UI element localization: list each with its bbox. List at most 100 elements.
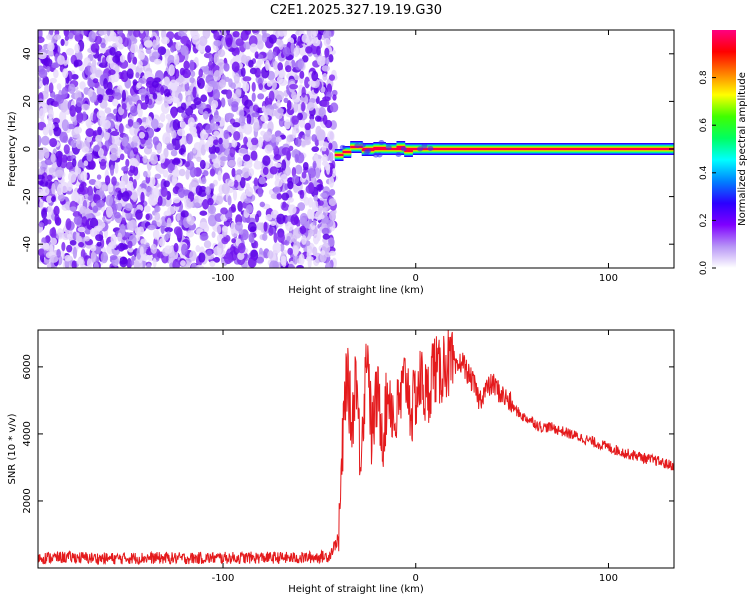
heatmap-y-label: Frequency (Hz) — [7, 111, 18, 187]
heatmap-cell — [94, 35, 102, 45]
heatmap-cell — [291, 174, 300, 185]
heatmap-cell — [238, 109, 245, 118]
heatmap-cell — [175, 41, 182, 51]
heatmap-cell — [152, 136, 160, 146]
heatmap-cell — [294, 136, 302, 148]
heatmap-cell — [89, 217, 99, 229]
heatmap-cell — [203, 66, 209, 75]
heatmap-cell — [265, 214, 273, 221]
heatmap-cell — [329, 250, 337, 256]
heatmap-cell — [329, 102, 339, 113]
heatmap-cell — [306, 229, 315, 237]
heatmap-cell — [146, 263, 152, 268]
heatmap-cell — [87, 90, 93, 98]
heatmap-cell — [43, 58, 53, 68]
heatmap-cell — [100, 251, 109, 264]
heatmap-cell — [160, 216, 167, 227]
signal-speck — [354, 142, 361, 148]
heatmap-cell — [156, 142, 162, 155]
heatmap-cell — [129, 164, 136, 174]
heatmap-cell — [176, 128, 186, 137]
heatmap-cell — [225, 112, 235, 119]
heatmap-cell — [247, 137, 253, 143]
heatmap-cell — [301, 140, 306, 147]
colorbar-tick-label: 0.0 — [699, 261, 709, 276]
heatmap-cell — [49, 137, 58, 148]
heatmap-cell — [265, 97, 273, 104]
heatmap-cell — [81, 146, 90, 153]
heatmap-cell — [68, 83, 76, 94]
heatmap-cell — [270, 134, 276, 143]
heatmap-cell — [140, 191, 145, 204]
heatmap-cell — [187, 117, 196, 128]
heatmap-cell — [135, 72, 140, 79]
heatmap-cell — [50, 237, 58, 246]
heatmap-cell — [38, 36, 45, 44]
heatmap-cell — [87, 185, 94, 197]
heatmap-cell — [322, 233, 330, 240]
heatmap-cell — [86, 258, 93, 268]
heatmap-cell — [243, 160, 253, 169]
heatmap-cell — [46, 65, 51, 73]
heatmap-cell — [85, 213, 93, 219]
y-tick-label: 20 — [22, 95, 33, 108]
heatmap-cell — [240, 67, 246, 78]
heatmap-cell — [153, 58, 162, 65]
heatmap-cell — [221, 182, 230, 195]
heatmap-cell — [209, 168, 216, 177]
heatmap-cell — [55, 169, 64, 178]
heatmap-cell — [208, 153, 218, 160]
heatmap-cell — [242, 154, 251, 162]
signal-band — [362, 148, 674, 150]
heatmap-cell — [93, 225, 103, 232]
heatmap-cell — [104, 107, 112, 114]
heatmap-cell — [210, 119, 215, 131]
signal-speck — [421, 143, 428, 149]
heatmap-cell — [57, 54, 65, 65]
signal-speck — [385, 144, 392, 150]
heatmap-cell — [143, 131, 149, 141]
heatmap-cell — [45, 123, 55, 130]
heatmap-cell — [75, 231, 80, 242]
heatmap-cell — [67, 123, 76, 130]
heatmap-cell — [142, 155, 148, 164]
heatmap-cell — [273, 162, 282, 168]
heatmap-cell — [121, 217, 126, 226]
heatmap-cell — [138, 77, 147, 85]
heatmap-cell — [47, 219, 52, 225]
heatmap-cell — [225, 33, 233, 45]
signal-band-start — [396, 146, 406, 148]
heatmap-cell — [192, 148, 197, 154]
heatmap-cell — [252, 104, 259, 112]
heatmap-cell — [327, 219, 334, 228]
heatmap-cell — [322, 73, 328, 81]
heatmap-cell — [165, 113, 172, 120]
heatmap-cell — [125, 158, 130, 168]
heatmap-cell — [189, 250, 197, 262]
heatmap-cell — [272, 60, 279, 70]
heatmap-cell — [95, 199, 105, 208]
heatmap-cell — [149, 153, 158, 165]
heatmap-cell — [279, 243, 285, 252]
heatmap-cell — [291, 115, 300, 125]
heatmap-cell — [47, 42, 55, 52]
heatmap-cell — [320, 249, 326, 256]
heatmap-cell — [44, 84, 50, 95]
heatmap-cell — [212, 194, 217, 200]
snr-frame — [37, 329, 675, 569]
heatmap-cell — [326, 83, 333, 94]
colorbar: 0.0 0.2 0.4 0.6 0.8 Normalized spectral ampl… — [699, 30, 748, 275]
heatmap-cell — [38, 58, 41, 67]
heatmap-cell — [168, 64, 175, 76]
heatmap-cell — [103, 77, 108, 90]
heatmap-cell — [281, 159, 287, 171]
heatmap-cell — [270, 221, 276, 227]
heatmap-cell — [246, 140, 253, 149]
heatmap-cell — [251, 92, 256, 102]
heatmap-cell — [74, 33, 84, 42]
heatmap-cell — [275, 90, 285, 101]
heatmap-cell — [278, 78, 288, 86]
heatmap-cell — [53, 34, 62, 41]
heatmap-cell — [195, 245, 201, 253]
snr-y-axis: 2000 4000 6000 — [22, 354, 674, 514]
